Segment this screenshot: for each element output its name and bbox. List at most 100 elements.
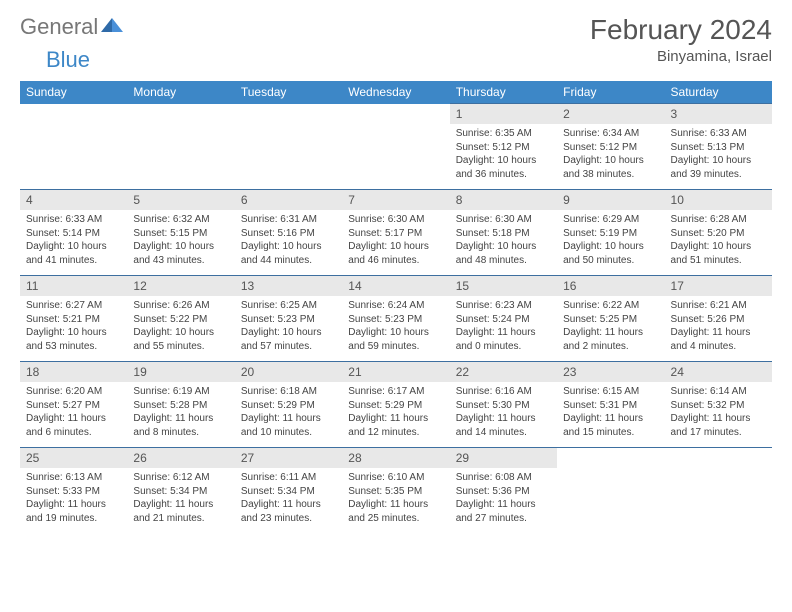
sunrise-line: Sunrise: 6:12 AM	[133, 471, 228, 485]
day-number: 10	[665, 190, 772, 210]
day-number: 19	[127, 362, 234, 382]
sunrise-line: Sunrise: 6:26 AM	[133, 299, 228, 313]
sunrise-line: Sunrise: 6:17 AM	[348, 385, 443, 399]
day-details: Sunrise: 6:21 AMSunset: 5:26 PMDaylight:…	[665, 296, 772, 357]
daylight-line: Daylight: 11 hours and 17 minutes.	[671, 412, 766, 439]
calendar-day-cell	[665, 448, 772, 534]
sunset-line: Sunset: 5:12 PM	[563, 141, 658, 155]
logo-text-blue: Blue	[46, 47, 90, 72]
day-number: 1	[450, 104, 557, 124]
sunset-line: Sunset: 5:33 PM	[26, 485, 121, 499]
day-number: 20	[235, 362, 342, 382]
day-details: Sunrise: 6:20 AMSunset: 5:27 PMDaylight:…	[20, 382, 127, 443]
sunrise-line: Sunrise: 6:30 AM	[348, 213, 443, 227]
calendar-day-cell: 2Sunrise: 6:34 AMSunset: 5:12 PMDaylight…	[557, 104, 664, 190]
calendar-day-cell: 6Sunrise: 6:31 AMSunset: 5:16 PMDaylight…	[235, 190, 342, 276]
calendar-day-cell: 13Sunrise: 6:25 AMSunset: 5:23 PMDayligh…	[235, 276, 342, 362]
sunrise-line: Sunrise: 6:32 AM	[133, 213, 228, 227]
calendar-day-cell: 26Sunrise: 6:12 AMSunset: 5:34 PMDayligh…	[127, 448, 234, 534]
calendar-day-cell: 11Sunrise: 6:27 AMSunset: 5:21 PMDayligh…	[20, 276, 127, 362]
sunrise-line: Sunrise: 6:14 AM	[671, 385, 766, 399]
sunset-line: Sunset: 5:32 PM	[671, 399, 766, 413]
day-number: 25	[20, 448, 127, 468]
weekday-header: Sunday	[20, 81, 127, 104]
daylight-line: Daylight: 10 hours and 39 minutes.	[671, 154, 766, 181]
day-details: Sunrise: 6:16 AMSunset: 5:30 PMDaylight:…	[450, 382, 557, 443]
sunset-line: Sunset: 5:13 PM	[671, 141, 766, 155]
weekday-header: Tuesday	[235, 81, 342, 104]
daylight-line: Daylight: 10 hours and 51 minutes.	[671, 240, 766, 267]
calendar-day-cell: 4Sunrise: 6:33 AMSunset: 5:14 PMDaylight…	[20, 190, 127, 276]
day-details: Sunrise: 6:31 AMSunset: 5:16 PMDaylight:…	[235, 210, 342, 271]
calendar-day-cell: 19Sunrise: 6:19 AMSunset: 5:28 PMDayligh…	[127, 362, 234, 448]
daylight-line: Daylight: 10 hours and 55 minutes.	[133, 326, 228, 353]
day-number: 9	[557, 190, 664, 210]
calendar-day-cell: 20Sunrise: 6:18 AMSunset: 5:29 PMDayligh…	[235, 362, 342, 448]
logo: General	[20, 14, 123, 40]
sunset-line: Sunset: 5:29 PM	[348, 399, 443, 413]
day-details: Sunrise: 6:30 AMSunset: 5:18 PMDaylight:…	[450, 210, 557, 271]
weekday-header: Friday	[557, 81, 664, 104]
sunrise-line: Sunrise: 6:28 AM	[671, 213, 766, 227]
day-number: 12	[127, 276, 234, 296]
calendar-day-cell: 24Sunrise: 6:14 AMSunset: 5:32 PMDayligh…	[665, 362, 772, 448]
daylight-line: Daylight: 10 hours and 38 minutes.	[563, 154, 658, 181]
daylight-line: Daylight: 11 hours and 10 minutes.	[241, 412, 336, 439]
sunrise-line: Sunrise: 6:29 AM	[563, 213, 658, 227]
logo-text-general: General	[20, 14, 98, 40]
calendar-day-cell: 29Sunrise: 6:08 AMSunset: 5:36 PMDayligh…	[450, 448, 557, 534]
calendar-week-row: 25Sunrise: 6:13 AMSunset: 5:33 PMDayligh…	[20, 448, 772, 534]
day-number: 23	[557, 362, 664, 382]
day-number: 18	[20, 362, 127, 382]
calendar-day-cell	[127, 104, 234, 190]
day-number: 11	[20, 276, 127, 296]
daylight-line: Daylight: 11 hours and 4 minutes.	[671, 326, 766, 353]
calendar-day-cell: 18Sunrise: 6:20 AMSunset: 5:27 PMDayligh…	[20, 362, 127, 448]
calendar-week-row: 11Sunrise: 6:27 AMSunset: 5:21 PMDayligh…	[20, 276, 772, 362]
day-details: Sunrise: 6:23 AMSunset: 5:24 PMDaylight:…	[450, 296, 557, 357]
day-number: 2	[557, 104, 664, 124]
sunset-line: Sunset: 5:20 PM	[671, 227, 766, 241]
day-details: Sunrise: 6:32 AMSunset: 5:15 PMDaylight:…	[127, 210, 234, 271]
calendar-day-cell: 3Sunrise: 6:33 AMSunset: 5:13 PMDaylight…	[665, 104, 772, 190]
sunrise-line: Sunrise: 6:16 AM	[456, 385, 551, 399]
day-details: Sunrise: 6:29 AMSunset: 5:19 PMDaylight:…	[557, 210, 664, 271]
day-details: Sunrise: 6:18 AMSunset: 5:29 PMDaylight:…	[235, 382, 342, 443]
calendar-day-cell: 12Sunrise: 6:26 AMSunset: 5:22 PMDayligh…	[127, 276, 234, 362]
calendar-day-cell: 17Sunrise: 6:21 AMSunset: 5:26 PMDayligh…	[665, 276, 772, 362]
daylight-line: Daylight: 10 hours and 41 minutes.	[26, 240, 121, 267]
sunrise-line: Sunrise: 6:27 AM	[26, 299, 121, 313]
day-details: Sunrise: 6:33 AMSunset: 5:13 PMDaylight:…	[665, 124, 772, 185]
daylight-line: Daylight: 10 hours and 53 minutes.	[26, 326, 121, 353]
sunrise-line: Sunrise: 6:31 AM	[241, 213, 336, 227]
sunrise-line: Sunrise: 6:21 AM	[671, 299, 766, 313]
daylight-line: Daylight: 10 hours and 57 minutes.	[241, 326, 336, 353]
sunrise-line: Sunrise: 6:18 AM	[241, 385, 336, 399]
calendar-day-cell: 25Sunrise: 6:13 AMSunset: 5:33 PMDayligh…	[20, 448, 127, 534]
sunrise-line: Sunrise: 6:19 AM	[133, 385, 228, 399]
sunset-line: Sunset: 5:23 PM	[241, 313, 336, 327]
sunset-line: Sunset: 5:30 PM	[456, 399, 551, 413]
daylight-line: Daylight: 10 hours and 36 minutes.	[456, 154, 551, 181]
calendar-day-cell: 10 Sunrise: 6:28 AMSunset: 5:20 PMDayligh…	[665, 190, 772, 276]
calendar-day-cell	[557, 448, 664, 534]
calendar-day-cell: 15Sunrise: 6:23 AMSunset: 5:24 PMDayligh…	[450, 276, 557, 362]
weekday-header: Wednesday	[342, 81, 449, 104]
day-details: Sunrise: 6:17 AMSunset: 5:29 PMDaylight:…	[342, 382, 449, 443]
day-number: 8	[450, 190, 557, 210]
calendar-day-cell: 8Sunrise: 6:30 AMSunset: 5:18 PMDaylight…	[450, 190, 557, 276]
day-details: Sunrise: 6:24 AMSunset: 5:23 PMDaylight:…	[342, 296, 449, 357]
daylight-line: Daylight: 11 hours and 27 minutes.	[456, 498, 551, 525]
weekday-header: Monday	[127, 81, 234, 104]
day-details: Sunrise: 6:27 AMSunset: 5:21 PMDaylight:…	[20, 296, 127, 357]
day-details: Sunrise: 6:19 AMSunset: 5:28 PMDaylight:…	[127, 382, 234, 443]
sunset-line: Sunset: 5:12 PM	[456, 141, 551, 155]
sunset-line: Sunset: 5:29 PM	[241, 399, 336, 413]
sunset-line: Sunset: 5:25 PM	[563, 313, 658, 327]
day-details: Sunrise: 6:11 AMSunset: 5:34 PMDaylight:…	[235, 468, 342, 529]
sunrise-line: Sunrise: 6:10 AM	[348, 471, 443, 485]
calendar-day-cell	[235, 104, 342, 190]
sunrise-line: Sunrise: 6:20 AM	[26, 385, 121, 399]
daylight-line: Daylight: 10 hours and 46 minutes.	[348, 240, 443, 267]
daylight-line: Daylight: 11 hours and 23 minutes.	[241, 498, 336, 525]
